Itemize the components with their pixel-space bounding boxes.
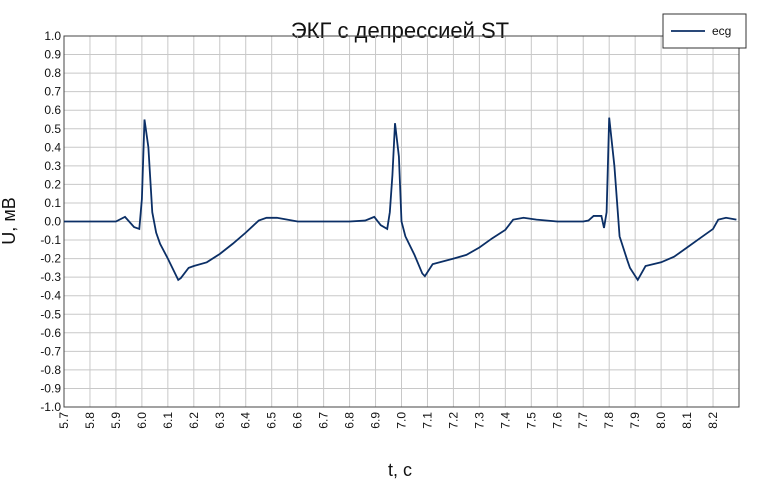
x-tick-label: 8.2: [706, 412, 720, 429]
y-tick-label: -0.7: [40, 344, 61, 358]
y-tick-label: -0.3: [40, 270, 61, 284]
y-tick-label: 0.1: [44, 196, 61, 210]
y-tick-label: 0.9: [44, 48, 61, 62]
x-tick-label: 7.4: [498, 412, 512, 429]
y-tick-label: -0.1: [40, 233, 61, 247]
x-tick-label: 7.8: [602, 412, 616, 429]
y-tick-label: 0.8: [44, 66, 61, 80]
x-tick-label: 7.6: [550, 412, 564, 429]
x-tick-label: 7.3: [472, 412, 486, 429]
y-tick-label: 1.0: [44, 29, 61, 43]
x-tick-label: 6.8: [343, 412, 357, 429]
x-tick-label: 7.9: [628, 412, 642, 429]
y-tick-label: -0.6: [40, 326, 61, 340]
y-tick-label: -0.2: [40, 252, 61, 266]
x-tick-label: 6.2: [187, 412, 201, 429]
y-tick-label: 0.7: [44, 85, 61, 99]
x-tick-label: 7.1: [420, 412, 434, 429]
y-tick-label: -0.4: [40, 289, 61, 303]
x-tick-label: 5.9: [109, 412, 123, 429]
x-tick-label: 6.4: [239, 412, 253, 429]
x-tick-label: 6.9: [369, 412, 383, 429]
y-tick-label: 0.0: [44, 215, 61, 229]
y-tick-label: -0.8: [40, 363, 61, 377]
x-tick-label: 6.3: [213, 412, 227, 429]
y-tick-label: -0.9: [40, 381, 61, 395]
x-tick-label: 8.1: [680, 412, 694, 429]
y-tick-labels: 1.0 0.9 0.8 0.7 0.6 0.5 0.4 0.3 0.2 0.1 0.0 -0.1 -0.…: [40, 29, 61, 414]
x-tick-label: 7.7: [576, 412, 590, 429]
x-tick-label: 6.5: [265, 412, 279, 429]
y-tick-label: 0.2: [44, 177, 61, 191]
y-tick-label: -1.0: [40, 400, 61, 414]
ecg-series-line: [64, 117, 737, 282]
x-tick-label: 7.2: [446, 412, 460, 429]
x-tick-label: 5.7: [57, 412, 71, 429]
y-tick-label: 0.3: [44, 159, 61, 173]
x-tick-label: 7.5: [524, 412, 538, 429]
x-tick-label: 6.0: [135, 412, 149, 429]
x-tick-labels: 5.7 5.8 5.9 6.0 6.1 6.2 6.3 6.4 6.5 6.6 6.7 6.8 6.9 7…: [57, 412, 720, 429]
x-tick-label: 8.0: [654, 412, 668, 429]
x-tick-label: 6.7: [317, 412, 331, 429]
legend: ecg: [662, 13, 747, 49]
y-axis-label: U, мВ: [0, 197, 19, 244]
x-axis-label: t, с: [388, 460, 412, 480]
y-tick-label: 0.6: [44, 103, 61, 117]
x-tick-label: 6.1: [161, 412, 175, 429]
x-tick-label: 7.0: [395, 412, 409, 429]
legend-entry-ecg: ecg: [712, 24, 731, 38]
x-tick-label: 5.8: [83, 412, 97, 429]
y-tick-label: 0.5: [44, 122, 61, 136]
y-tick-label: 0.4: [44, 140, 61, 154]
chart-title: ЭКГ с депрессией ST: [291, 18, 509, 43]
x-tick-label: 6.6: [291, 412, 305, 429]
y-tick-label: -0.5: [40, 307, 61, 321]
